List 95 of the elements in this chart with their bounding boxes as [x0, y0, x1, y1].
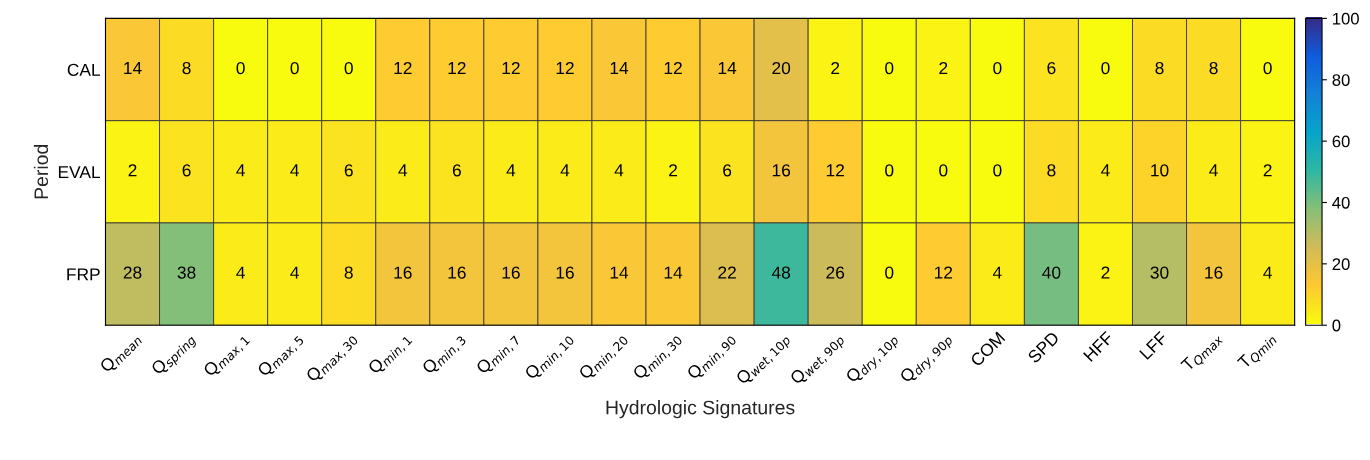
data-label: 0	[1101, 61, 1110, 75]
data-label: 4	[1209, 164, 1218, 177]
data-label: 16	[394, 266, 412, 279]
data-label: 12	[448, 61, 466, 75]
data-label: 4	[992, 266, 1002, 279]
data-label: 2	[128, 164, 137, 177]
data-label: 0	[993, 164, 1002, 177]
data-label: 0	[344, 61, 353, 75]
y-tick-label: EVAL	[58, 166, 101, 179]
color-bar-label: 20	[1332, 258, 1350, 271]
x-tick-label: Q$_{min,1}$	[367, 331, 414, 378]
data-label: 6	[723, 164, 732, 177]
color-bar-label: 60	[1332, 135, 1350, 148]
x-tick-label: Q$_{min,7}$	[475, 331, 522, 378]
data-label: 12	[502, 61, 520, 75]
data-label: 2	[1263, 164, 1272, 177]
data-label: 14	[610, 266, 629, 279]
x-tick-label: Q$_{wet,90p}$	[789, 330, 847, 389]
x-tick-label: Q$_{min,3}$	[421, 331, 468, 378]
data-label: 26	[826, 266, 845, 279]
data-label: 4	[290, 266, 299, 279]
data-label: 16	[772, 164, 791, 177]
y-axis-title: Period	[33, 144, 49, 199]
x-tick-label: Q$_{dry,90p}$	[898, 330, 955, 387]
data-label: 4	[1263, 266, 1272, 279]
data-label: 6	[182, 164, 191, 177]
x-tick-label: Q$_{max,30}$	[305, 330, 360, 386]
data-label: 0	[290, 61, 299, 75]
data-label: 10	[1151, 164, 1169, 177]
data-label: 20	[772, 61, 791, 75]
data-label: 0	[236, 61, 245, 75]
data-label: 8	[344, 266, 353, 279]
data-label: 0	[885, 164, 894, 177]
data-label: 8	[1209, 61, 1218, 75]
data-label: 14	[664, 266, 683, 279]
x-tick-label: Q$_{max,1}$	[202, 331, 252, 380]
data-label: 14	[124, 62, 142, 75]
data-label: 12	[664, 61, 682, 75]
data-label: 0	[885, 61, 894, 75]
x-tick-label: Q$_{max,5}$	[256, 331, 306, 380]
data-label: 6	[452, 164, 461, 177]
data-label: 4	[506, 164, 516, 177]
data-label: 12	[826, 164, 844, 177]
data-label: 16	[448, 266, 466, 279]
data-label: 48	[771, 266, 791, 279]
data-label: 4	[398, 164, 408, 177]
data-label: 6	[344, 164, 353, 177]
x-tick-label: Q$_{min,90}$	[686, 331, 738, 383]
data-label: 12	[394, 61, 412, 75]
data-label: 14	[718, 62, 737, 75]
data-label: 2	[669, 164, 677, 177]
data-label: 2	[1101, 266, 1110, 279]
data-label: 16	[556, 266, 574, 279]
x-tick-label: Q$_{min,30}$	[632, 331, 684, 383]
data-label: 12	[556, 61, 574, 75]
x-tick-label: LFF	[1139, 331, 1168, 360]
data-label: 4	[290, 164, 299, 177]
x-tick-label: Q$_{min,10}$	[523, 331, 576, 383]
x-tick-label: T$_{Qmax}$	[1180, 330, 1225, 375]
data-label: 4	[560, 164, 570, 177]
data-label: 14	[610, 62, 629, 75]
data-label: 4	[236, 164, 245, 177]
data-label: 40	[1042, 266, 1061, 279]
data-label: 8	[182, 61, 191, 75]
data-label: 22	[718, 266, 736, 279]
color-bar-label: 100	[1333, 12, 1359, 25]
data-label: 0	[939, 164, 948, 177]
color-bar-label: 0	[1332, 319, 1341, 332]
data-label: 8	[1047, 164, 1056, 177]
data-label: 28	[123, 266, 142, 279]
data-label: 8	[1155, 61, 1164, 75]
x-tick-label: Q$_{mean}$	[99, 331, 143, 376]
data-label: 4	[1101, 164, 1110, 177]
data-label: 38	[177, 266, 196, 279]
data-label: 2	[831, 61, 840, 75]
x-tick-label: Q$_{min,20}$	[577, 331, 630, 383]
data-label: 4	[614, 164, 624, 177]
y-tick-label: CAL	[67, 63, 101, 76]
x-axis-title: Hydrologic Signatures	[606, 400, 795, 419]
data-label: 16	[1205, 266, 1223, 279]
data-label: 16	[502, 266, 520, 279]
color-bar-label: 80	[1332, 74, 1350, 86]
data-label: 0	[885, 266, 894, 279]
color-bar-label: 40	[1332, 196, 1350, 209]
data-label: 0	[993, 61, 1002, 75]
data-label: 6	[1047, 61, 1056, 75]
x-tick-label: T$_{Qmin}$	[1236, 331, 1279, 373]
data-label: 0	[1263, 61, 1272, 75]
x-tick-label: Q$_{spring}$	[150, 330, 199, 379]
data-label: 4	[236, 266, 245, 279]
data-label: 30	[1150, 266, 1169, 279]
data-label: 12	[934, 266, 953, 279]
y-tick-label: FRP	[67, 268, 100, 281]
x-tick-label: Q$_{dry,10p}$	[844, 330, 901, 387]
data-label: 2	[939, 61, 948, 75]
